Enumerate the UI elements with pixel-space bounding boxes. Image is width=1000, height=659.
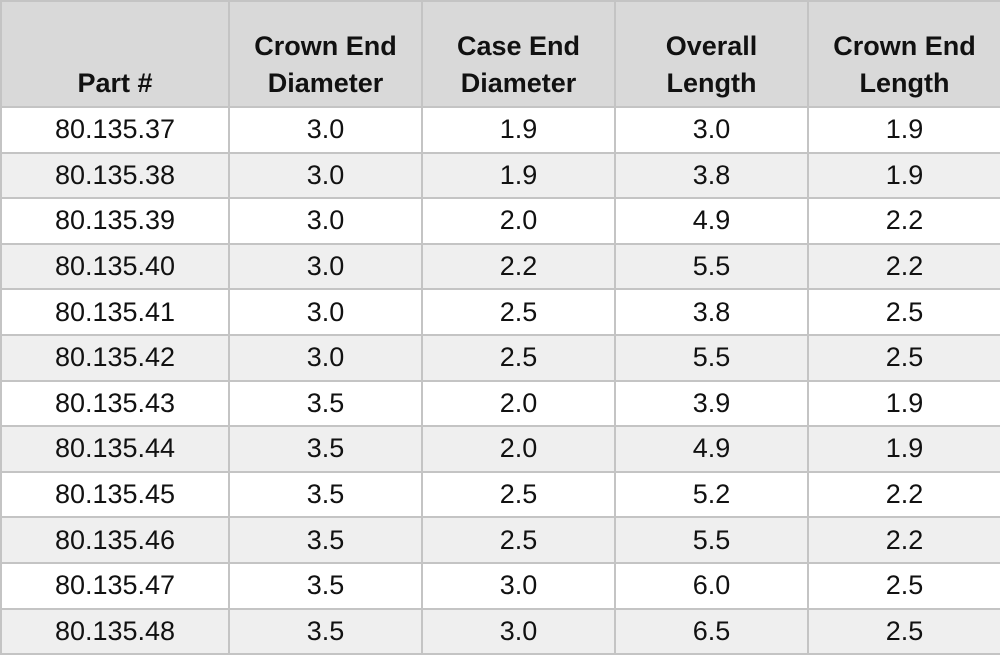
table-header: Part # Crown End Diameter Case End Diame… (0, 0, 1000, 108)
cell-crown-end-diameter: 3.5 (228, 470, 423, 519)
cell-part-number: 80.135.38 (0, 151, 230, 200)
cell-overall-length: 4.9 (614, 425, 809, 473)
cell-crown-end-diameter: 3.5 (228, 607, 423, 656)
cell-crown-end-diameter: 3.5 (228, 425, 423, 473)
cell-overall-length: 5.5 (614, 516, 809, 564)
cell-crown-end-length: 2.5 (807, 607, 1000, 656)
header-label-line: Crown End (254, 31, 397, 61)
cell-part-number: 80.135.46 (0, 516, 230, 564)
header-crown-end-length: Crown End Length (807, 0, 1000, 108)
cell-crown-end-diameter: 3.0 (228, 151, 423, 200)
table-row: 80.135.43 3.5 2.0 3.9 1.9 (0, 379, 1000, 428)
cell-crown-end-diameter: 3.0 (228, 288, 423, 336)
header-label-line: Overall (665, 31, 758, 61)
cell-overall-length: 6.0 (614, 561, 809, 610)
header-label-line: Crown End (833, 31, 976, 61)
header-label-line: Length (666, 68, 757, 98)
cell-part-number: 80.135.42 (0, 333, 230, 382)
cell-crown-end-diameter: 3.0 (228, 106, 423, 154)
table-row: 80.135.48 3.5 3.0 6.5 2.5 (0, 607, 1000, 656)
header-case-end-diameter: Case End Diameter (421, 0, 616, 108)
table-row: 80.135.47 3.5 3.0 6.0 2.5 (0, 561, 1000, 610)
cell-crown-end-diameter: 3.0 (228, 197, 423, 245)
cell-case-end-diameter: 1.9 (421, 106, 616, 154)
cell-case-end-diameter: 2.5 (421, 333, 616, 382)
header-label-line: Part # (77, 68, 153, 98)
header-label-line: Case End (456, 31, 581, 61)
table-row: 80.135.46 3.5 2.5 5.5 2.2 (0, 516, 1000, 564)
cell-crown-end-length: 1.9 (807, 151, 1000, 200)
cell-crown-end-length: 2.2 (807, 516, 1000, 564)
cell-case-end-diameter: 1.9 (421, 151, 616, 200)
cell-overall-length: 4.9 (614, 197, 809, 245)
cell-overall-length: 3.8 (614, 288, 809, 336)
cell-part-number: 80.135.47 (0, 561, 230, 610)
table-row: 80.135.44 3.5 2.0 4.9 1.9 (0, 425, 1000, 473)
header-part-number: Part # (0, 0, 230, 108)
header-label-line: Length (859, 68, 950, 98)
cell-case-end-diameter: 2.0 (421, 197, 616, 245)
cell-case-end-diameter: 2.0 (421, 425, 616, 473)
cell-crown-end-length: 2.2 (807, 470, 1000, 519)
cell-part-number: 80.135.37 (0, 106, 230, 154)
table-row: 80.135.42 3.0 2.5 5.5 2.5 (0, 333, 1000, 382)
cell-crown-end-length: 2.2 (807, 242, 1000, 291)
cell-case-end-diameter: 2.0 (421, 379, 616, 428)
cell-overall-length: 3.9 (614, 379, 809, 428)
table-row: 80.135.37 3.0 1.9 3.0 1.9 (0, 106, 1000, 154)
header-label-line: Diameter (267, 68, 384, 98)
table-row: 80.135.41 3.0 2.5 3.8 2.5 (0, 288, 1000, 336)
cell-part-number: 80.135.39 (0, 197, 230, 245)
table-row: 80.135.45 3.5 2.5 5.2 2.2 (0, 470, 1000, 519)
cell-crown-end-length: 1.9 (807, 106, 1000, 154)
table-row: 80.135.38 3.0 1.9 3.8 1.9 (0, 151, 1000, 200)
cell-overall-length: 5.5 (614, 242, 809, 291)
cell-case-end-diameter: 2.5 (421, 470, 616, 519)
cell-overall-length: 3.8 (614, 151, 809, 200)
cell-crown-end-diameter: 3.5 (228, 561, 423, 610)
cell-crown-end-length: 1.9 (807, 379, 1000, 428)
table-body: 80.135.37 3.0 1.9 3.0 1.9 80.135.38 3.0 1.9 3.8 1… (0, 106, 1000, 656)
table-row: 80.135.39 3.0 2.0 4.9 2.2 (0, 197, 1000, 245)
cell-part-number: 80.135.44 (0, 425, 230, 473)
cell-part-number: 80.135.41 (0, 288, 230, 336)
cell-crown-end-length: 2.5 (807, 561, 1000, 610)
cell-crown-end-diameter: 3.0 (228, 242, 423, 291)
cell-case-end-diameter: 2.5 (421, 288, 616, 336)
cell-crown-end-length: 2.5 (807, 288, 1000, 336)
cell-crown-end-diameter: 3.5 (228, 379, 423, 428)
cell-part-number: 80.135.45 (0, 470, 230, 519)
cell-overall-length: 5.2 (614, 470, 809, 519)
cell-case-end-diameter: 2.5 (421, 516, 616, 564)
cell-crown-end-diameter: 3.0 (228, 333, 423, 382)
cell-crown-end-length: 2.2 (807, 197, 1000, 245)
table-row: 80.135.40 3.0 2.2 5.5 2.2 (0, 242, 1000, 291)
header-row: Part # Crown End Diameter Case End Diame… (0, 0, 1000, 108)
cell-case-end-diameter: 3.0 (421, 607, 616, 656)
cell-overall-length: 3.0 (614, 106, 809, 154)
cell-part-number: 80.135.48 (0, 607, 230, 656)
cell-overall-length: 6.5 (614, 607, 809, 656)
header-crown-end-diameter: Crown End Diameter (228, 0, 423, 108)
cell-crown-end-length: 2.5 (807, 333, 1000, 382)
cell-crown-end-diameter: 3.5 (228, 516, 423, 564)
header-overall-length: Overall Length (614, 0, 809, 108)
cell-case-end-diameter: 3.0 (421, 561, 616, 610)
cell-overall-length: 5.5 (614, 333, 809, 382)
header-label-line: Diameter (460, 68, 577, 98)
cell-crown-end-length: 1.9 (807, 425, 1000, 473)
cell-case-end-diameter: 2.2 (421, 242, 616, 291)
cell-part-number: 80.135.43 (0, 379, 230, 428)
cell-part-number: 80.135.40 (0, 242, 230, 291)
